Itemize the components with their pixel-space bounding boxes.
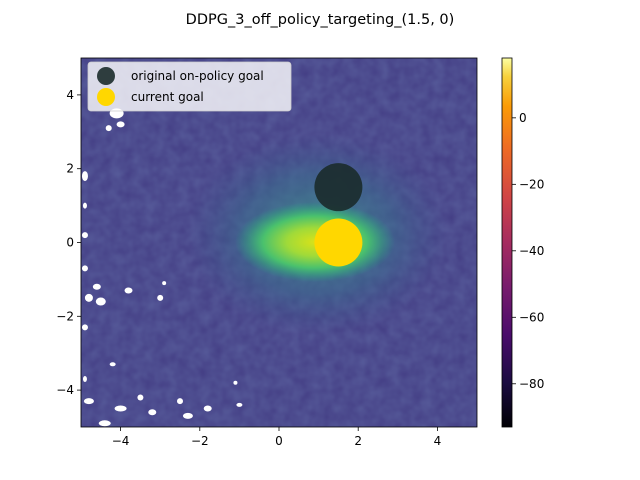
colorbar: 0 −20 −40 −60 −80 [501,57,544,428]
legend-swatch-current-goal [97,88,115,106]
masked-blob [148,409,157,416]
marker-current-goal [314,218,363,267]
y-tick-label: 0 [66,236,74,250]
masked-blob [116,121,125,128]
marker-original-on-policy-goal [314,163,363,212]
masked-blob [98,420,111,427]
masked-blob [82,376,87,383]
masked-blob [233,380,238,385]
colorbar-bar [501,57,513,428]
x-tick-label: −4 [112,434,130,448]
masked-blob [92,283,101,290]
masked-blob [95,297,106,306]
x-tick-label: −2 [191,434,209,448]
masked-blob [81,324,88,331]
y-tick-label: −4 [56,383,74,397]
colorbar-tick-label: −20 [519,177,544,191]
colorbar-ticks: 0 −20 −40 −60 −80 [512,111,544,391]
masked-blob [137,394,144,401]
x-axis: −4 −2 0 2 4 [112,427,441,448]
masked-blob [177,398,183,405]
masked-blob [83,398,94,405]
x-tick-label: 2 [354,434,362,448]
masked-blob [84,293,93,302]
masked-blob [203,405,212,412]
legend-label-original-on-policy-goal: original on-policy goal [131,69,264,83]
masked-blob [105,125,112,132]
x-tick-label: 0 [275,434,283,448]
legend: original on-policy goal current goal [87,61,292,112]
colorbar-tick-label: −60 [519,310,544,324]
masked-blob [114,405,127,412]
masked-blob [162,281,167,286]
masked-blob [182,412,193,419]
y-tick-label: 4 [66,88,74,102]
x-tick-label: 4 [434,434,442,448]
masked-blob [81,265,88,272]
legend-swatch-original-on-policy-goal [97,67,115,85]
masked-blob [157,294,164,301]
masked-blob [81,171,88,182]
colorbar-tick-label: −80 [519,377,544,391]
masked-blob [82,202,87,209]
colorbar-tick-label: 0 [519,111,527,125]
legend-label-current-goal: current goal [131,90,204,104]
legend-box [87,61,292,112]
y-tick-label: 2 [66,162,74,176]
masked-blob [236,402,243,407]
y-axis: −4 −2 0 2 4 [56,88,81,397]
masked-blob [109,362,116,367]
colorbar-tick-label: −40 [519,244,544,258]
masked-blob [81,232,88,239]
masked-blob [124,287,133,294]
plot-area: −4 −2 0 2 4 −4 −2 0 2 4 [56,57,478,448]
y-tick-label: −2 [56,309,74,323]
chart-title: DDPG_3_off_policy_targeting_(1.5, 0) [186,12,455,28]
